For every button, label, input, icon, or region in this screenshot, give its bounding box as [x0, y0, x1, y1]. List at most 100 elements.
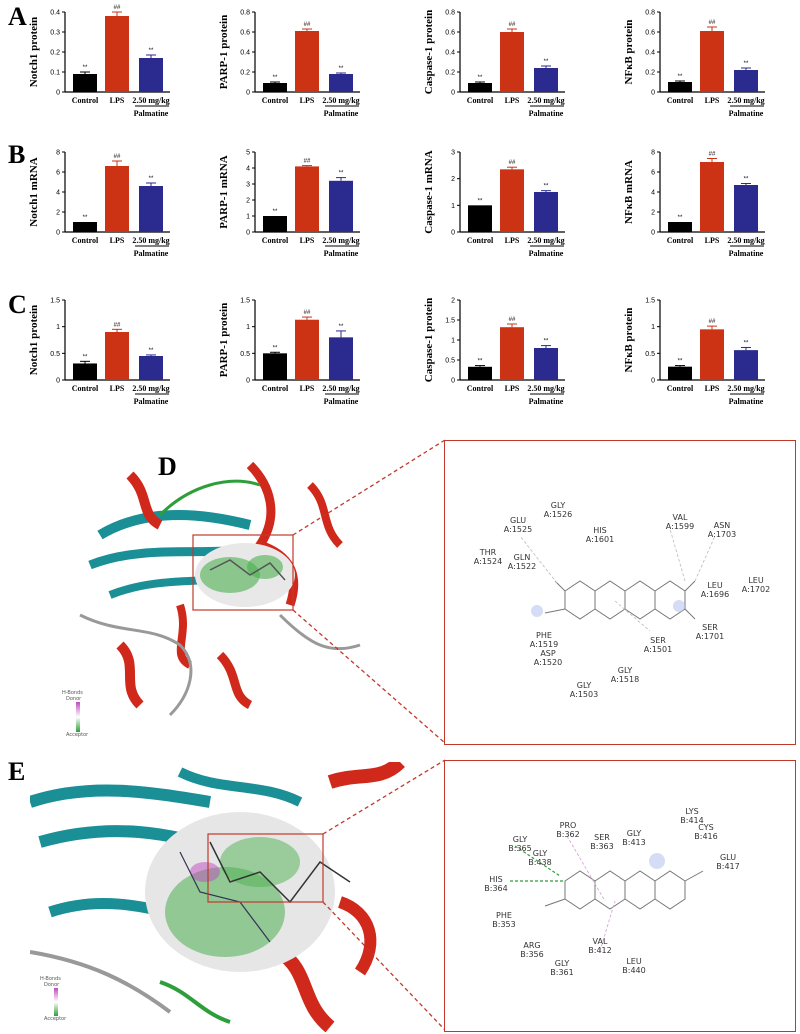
- panel-letter-c: C: [8, 290, 27, 319]
- y-tick-label: 0.5: [645, 351, 655, 358]
- category-label: LPS: [300, 236, 315, 245]
- significance-mark: ##: [114, 154, 121, 160]
- y-axis-label: Notch1 mRNA: [28, 157, 40, 226]
- significance-mark: ##: [304, 159, 311, 165]
- residue-label: LEU B:440: [622, 957, 646, 975]
- category-label: Control: [72, 96, 99, 105]
- legend-donor: Donor: [66, 696, 82, 702]
- y-axis-label: Notch1 protein: [28, 17, 40, 87]
- y-tick-label: 0.3: [50, 30, 60, 37]
- bar: [668, 82, 692, 92]
- category-label: LPS: [505, 96, 520, 105]
- bar: [295, 319, 319, 380]
- residue-label: SER B:363: [590, 833, 614, 851]
- significance-mark: **: [478, 198, 483, 204]
- legend-acceptor: Acceptor: [66, 732, 89, 738]
- bar: [500, 32, 524, 92]
- significance-mark: **: [544, 339, 549, 345]
- y-tick-label: 0: [56, 378, 60, 385]
- y-tick-label: 5: [246, 150, 250, 157]
- y-tick-label: 2: [451, 298, 455, 305]
- y-axis-label: PARP-1 protein: [218, 15, 230, 89]
- bar: [329, 74, 353, 92]
- interaction-box-d: GLU A:1525 GLY A:1526 HIS A:1601 VAL A:1…: [444, 440, 796, 745]
- significance-mark: ##: [114, 322, 121, 328]
- bar: [105, 332, 129, 380]
- group-label: Palmatine: [134, 109, 169, 118]
- category-label: 2.50 mg/kg: [527, 96, 564, 105]
- category-label: Control: [72, 236, 99, 245]
- category-label: Control: [667, 96, 694, 105]
- y-tick-label: 0.8: [240, 10, 250, 17]
- significance-mark: **: [678, 74, 683, 80]
- y-tick-label: 0: [651, 90, 655, 97]
- residue-label: LEU A:1696: [700, 581, 730, 599]
- bar: [700, 31, 724, 92]
- residue-label: GLU A:1525: [503, 516, 533, 534]
- panel-letter-e: E: [8, 757, 26, 786]
- significance-mark: ##: [114, 5, 121, 11]
- category-label: LPS: [705, 384, 720, 393]
- bar: [734, 70, 758, 92]
- y-axis-label: NFκB protein: [623, 20, 635, 85]
- residue-label: PHE A:1519: [529, 631, 559, 649]
- bar: [734, 185, 758, 232]
- category-label: Control: [262, 96, 289, 105]
- residue-label: GLY A:1526: [543, 501, 573, 519]
- protein-ribbon-d: [79, 461, 361, 717]
- significance-mark: **: [744, 177, 749, 183]
- bar-charts: 0 0.1 0.2 0.3 0.4 Notch1 protein ** Control ## LP…: [28, 5, 765, 406]
- legend-title: H-Bonds: [40, 976, 61, 982]
- y-axis-label: NFκB mRNA: [623, 160, 635, 224]
- significance-mark: ##: [709, 152, 716, 158]
- y-tick-label: 3: [451, 150, 455, 157]
- y-tick-label: 2: [451, 176, 455, 183]
- y-tick-label: 2: [56, 210, 60, 217]
- category-label: LPS: [505, 384, 520, 393]
- y-tick-label: 0: [451, 90, 455, 97]
- bar: [105, 16, 129, 92]
- y-tick-label: 0.2: [50, 50, 60, 57]
- y-tick-label: 6: [651, 170, 655, 177]
- y-tick-label: 0: [451, 378, 455, 385]
- residue-label: GLU B:417: [716, 853, 740, 871]
- residue-label: ASN A:1703: [707, 521, 737, 539]
- bar: [263, 353, 287, 380]
- y-tick-label: 2: [246, 198, 250, 205]
- bar: [73, 363, 97, 380]
- category-label: Control: [667, 236, 694, 245]
- significance-mark: **: [273, 209, 278, 215]
- bar: [668, 222, 692, 232]
- residue-label: ARG B:356: [520, 941, 544, 959]
- category-label: LPS: [300, 384, 315, 393]
- bar: [329, 337, 353, 380]
- residue-label: GLY B:438: [528, 849, 552, 867]
- significance-mark: **: [149, 348, 154, 354]
- bar: [263, 216, 287, 232]
- y-tick-label: 1: [451, 338, 455, 345]
- y-tick-label: 0.5: [445, 358, 455, 365]
- significance-mark: **: [544, 184, 549, 190]
- significance-mark: **: [478, 75, 483, 81]
- residue-label: GLY B:361: [550, 959, 574, 977]
- y-tick-label: 1: [56, 324, 60, 331]
- category-label: LPS: [505, 236, 520, 245]
- y-tick-label: 0.1: [50, 70, 60, 77]
- zoom-lines-d: [292, 439, 446, 744]
- residue-label: GLY A:1503: [569, 681, 599, 699]
- significance-mark: **: [678, 359, 683, 365]
- residue-label: VAL B:412: [588, 937, 612, 955]
- group-label: Palmatine: [529, 109, 564, 118]
- bar: [700, 162, 724, 232]
- bar: [468, 366, 492, 380]
- category-label: Control: [467, 236, 494, 245]
- bar: [105, 166, 129, 232]
- legend-acceptor: Acceptor: [44, 1016, 67, 1022]
- significance-mark: **: [149, 48, 154, 54]
- residue-label: HIS A:1601: [585, 526, 615, 544]
- y-tick-label: 0: [56, 230, 60, 237]
- bar: [700, 329, 724, 380]
- significance-mark: ##: [509, 317, 516, 323]
- significance-mark: **: [83, 65, 88, 71]
- y-tick-label: 0: [246, 378, 250, 385]
